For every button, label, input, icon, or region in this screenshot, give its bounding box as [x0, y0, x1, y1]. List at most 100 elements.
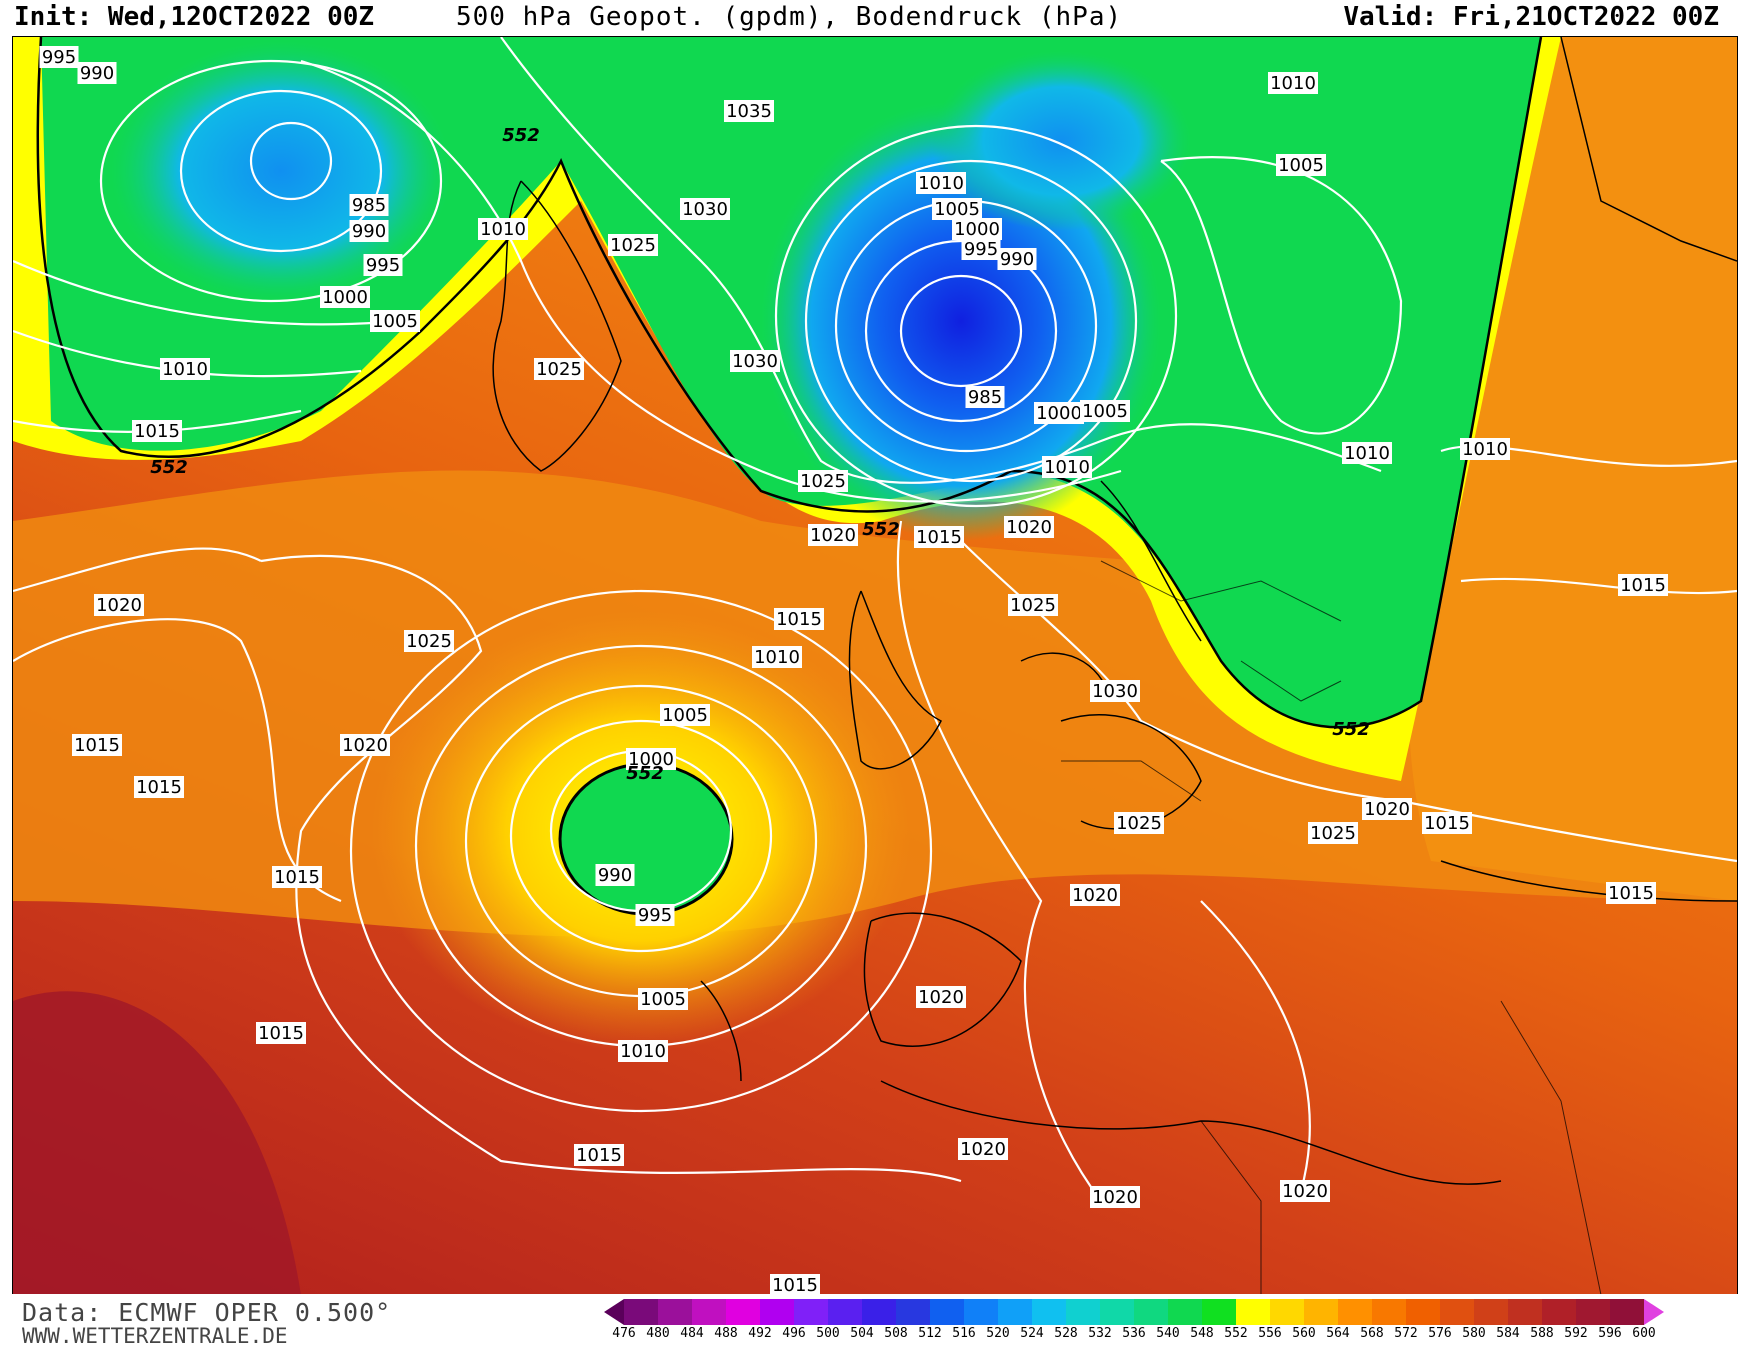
svg-text:552: 552	[626, 763, 664, 784]
isobar-label: 1015	[770, 1274, 820, 1295]
isobar-label: 1025	[798, 470, 848, 492]
scale-cell	[726, 1299, 760, 1325]
scale-tick-label: 588	[1530, 1326, 1554, 1341]
scale-cell	[1610, 1299, 1644, 1325]
scale-cell	[862, 1299, 896, 1325]
svg-text:1020: 1020	[960, 1139, 1006, 1160]
scale-cell	[1168, 1299, 1202, 1325]
svg-text:1015: 1015	[134, 421, 180, 442]
svg-text:552: 552	[502, 125, 540, 146]
svg-text:990: 990	[1000, 249, 1034, 270]
isobar-label: 1035	[724, 100, 774, 122]
website-label: WWW.WETTERZENTRALE.DE	[22, 1324, 288, 1348]
svg-text:1020: 1020	[1092, 1187, 1138, 1208]
isobar-label: 1020	[340, 734, 390, 756]
isobar-label: 1020	[1362, 798, 1412, 820]
scale-tick-label: 508	[884, 1326, 908, 1341]
scale-tick-label: 520	[986, 1326, 1010, 1341]
isobar-label: 1015	[72, 734, 122, 756]
scale-tick-label: 560	[1292, 1326, 1316, 1341]
scale-tick-label: 488	[714, 1326, 738, 1341]
scale-tick-label: 556	[1258, 1326, 1282, 1341]
isobar-label: 1015	[272, 866, 322, 888]
scale-tick-label: 496	[782, 1326, 806, 1341]
scale-cell	[658, 1299, 692, 1325]
cutoff-low-green-shape	[558, 762, 734, 916]
svg-text:1035: 1035	[726, 101, 772, 122]
scale-tick-label: 524	[1020, 1326, 1044, 1341]
svg-text:1025: 1025	[1010, 595, 1056, 616]
svg-text:1025: 1025	[536, 359, 582, 380]
svg-text:552: 552	[150, 457, 188, 478]
color-scale-bar	[604, 1299, 1664, 1325]
svg-text:1020: 1020	[1072, 885, 1118, 906]
map-title: 500 hPa Geopot. (gpdm), Bodendruck (hPa)	[456, 2, 1123, 32]
svg-text:1020: 1020	[96, 595, 142, 616]
isobar-label: 985	[965, 386, 1005, 408]
scale-cell	[1236, 1299, 1270, 1325]
scale-cell	[998, 1299, 1032, 1325]
scale-cell	[1338, 1299, 1372, 1325]
svg-text:1015: 1015	[1620, 575, 1666, 596]
svg-text:1015: 1015	[74, 735, 120, 756]
isobar-label: 1000	[1034, 402, 1084, 424]
scale-cell	[1542, 1299, 1576, 1325]
isobar-label: 1005	[370, 310, 420, 332]
svg-text:990: 990	[80, 63, 114, 84]
isobar-label: 1015	[1606, 882, 1656, 904]
scale-cell	[1202, 1299, 1236, 1325]
svg-text:1010: 1010	[1462, 439, 1508, 460]
weather-map: 995 990 1035 552 1010 1005 1010 1005 1000 995 990 9…	[12, 36, 1738, 1296]
isobar-label: 1015	[132, 420, 182, 442]
scale-tick-label: 528	[1054, 1326, 1078, 1341]
scale-tick-label: 592	[1564, 1326, 1588, 1341]
scale-tick-label: 504	[850, 1326, 874, 1341]
svg-text:1010: 1010	[754, 647, 800, 668]
contour-552-label: 552	[150, 457, 188, 478]
isobar-label: 1015	[774, 608, 824, 630]
isobar-label: 990	[595, 864, 635, 886]
svg-text:1015: 1015	[274, 867, 320, 888]
data-source-label: Data: ECMWF OPER 0.500°	[22, 1298, 392, 1327]
isobar-label: 1020	[1070, 884, 1120, 906]
scale-cell	[1576, 1299, 1610, 1325]
scale-tick-label: 580	[1462, 1326, 1486, 1341]
svg-text:1030: 1030	[682, 199, 728, 220]
isobar-label: 1020	[958, 1138, 1008, 1160]
scale-cell	[1406, 1299, 1440, 1325]
scale-cell	[896, 1299, 930, 1325]
scale-cell	[964, 1299, 998, 1325]
isobar-label: 985	[349, 194, 389, 216]
scale-tick-label: 480	[646, 1326, 670, 1341]
svg-text:1005: 1005	[640, 989, 686, 1010]
scale-cell	[1304, 1299, 1338, 1325]
svg-text:1020: 1020	[1364, 799, 1410, 820]
scale-tick-label: 568	[1360, 1326, 1384, 1341]
svg-text:995: 995	[964, 239, 998, 260]
isobar-label: 1030	[680, 198, 730, 220]
isobar-label: 1000	[320, 286, 370, 308]
svg-text:1010: 1010	[480, 219, 526, 240]
svg-text:1000: 1000	[628, 749, 674, 770]
isobar-label: 1005	[1276, 154, 1326, 176]
isobar-label: 1015	[1618, 574, 1668, 596]
scale-tick-label: 572	[1394, 1326, 1418, 1341]
scale-cell	[1066, 1299, 1100, 1325]
svg-text:1020: 1020	[342, 735, 388, 756]
svg-text:1020: 1020	[810, 525, 856, 546]
svg-text:1010: 1010	[1270, 73, 1316, 94]
svg-text:1015: 1015	[1608, 883, 1654, 904]
scale-tick-label: 576	[1428, 1326, 1452, 1341]
scale-tick-label: 584	[1496, 1326, 1520, 1341]
scale-cell	[760, 1299, 794, 1325]
scale-tick-label: 476	[612, 1326, 636, 1341]
svg-text:990: 990	[598, 865, 632, 886]
svg-text:1005: 1005	[662, 705, 708, 726]
scale-tick-label: 552	[1224, 1326, 1248, 1341]
scale-tick-label: 564	[1326, 1326, 1350, 1341]
isobar-label: 995	[961, 238, 1001, 260]
contour-552-label: 552	[626, 763, 664, 784]
svg-text:995: 995	[42, 47, 76, 68]
scale-tick-label: 492	[748, 1326, 772, 1341]
